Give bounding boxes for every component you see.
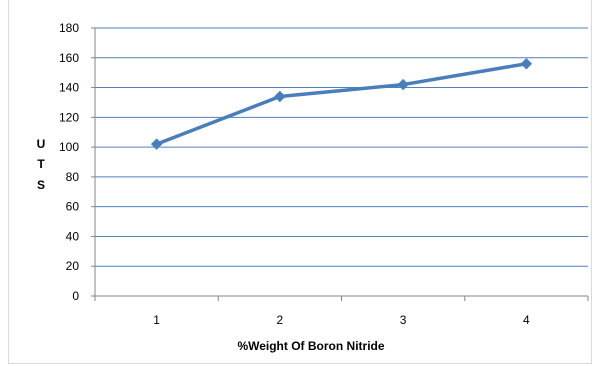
x-tick-label: 2 — [277, 313, 284, 327]
chart-frame — [8, 0, 592, 364]
data-point-marker — [397, 78, 409, 91]
y-tick-label: 100 — [59, 140, 79, 154]
axes — [91, 27, 589, 301]
x-tick-labels: 1 2 3 4 — [153, 313, 530, 327]
y-tick-label: 40 — [66, 229, 80, 243]
y-tick-label: 180 — [59, 21, 79, 35]
data-point-marker — [520, 58, 533, 70]
y-tick-label: 80 — [66, 170, 80, 184]
y-axis-title-letter-u: U — [37, 137, 46, 151]
y-tick-label: 20 — [66, 259, 80, 273]
x-tick-label: 4 — [523, 313, 530, 327]
gridlines — [95, 27, 588, 267]
y-axis-title-letter-t: T — [37, 157, 45, 171]
x-axis-title: %Weight Of Boron Nitride — [237, 339, 384, 353]
y-tick-label: 0 — [72, 289, 79, 303]
series-uts — [150, 58, 533, 150]
y-tick-label: 140 — [59, 81, 79, 95]
y-tick-label: 60 — [66, 200, 80, 214]
x-tick-label: 1 — [153, 313, 160, 327]
y-tick-label: 160 — [59, 51, 79, 65]
data-point-marker — [274, 90, 286, 103]
y-axis-title-letter-s: S — [37, 178, 45, 192]
data-point-marker — [150, 138, 163, 150]
y-tick-label: 120 — [59, 110, 79, 124]
series-line — [155, 62, 527, 146]
y-tick-labels: 0 20 40 60 80 100 120 140 160 180 — [59, 21, 79, 303]
x-tick-label: 3 — [400, 313, 407, 327]
